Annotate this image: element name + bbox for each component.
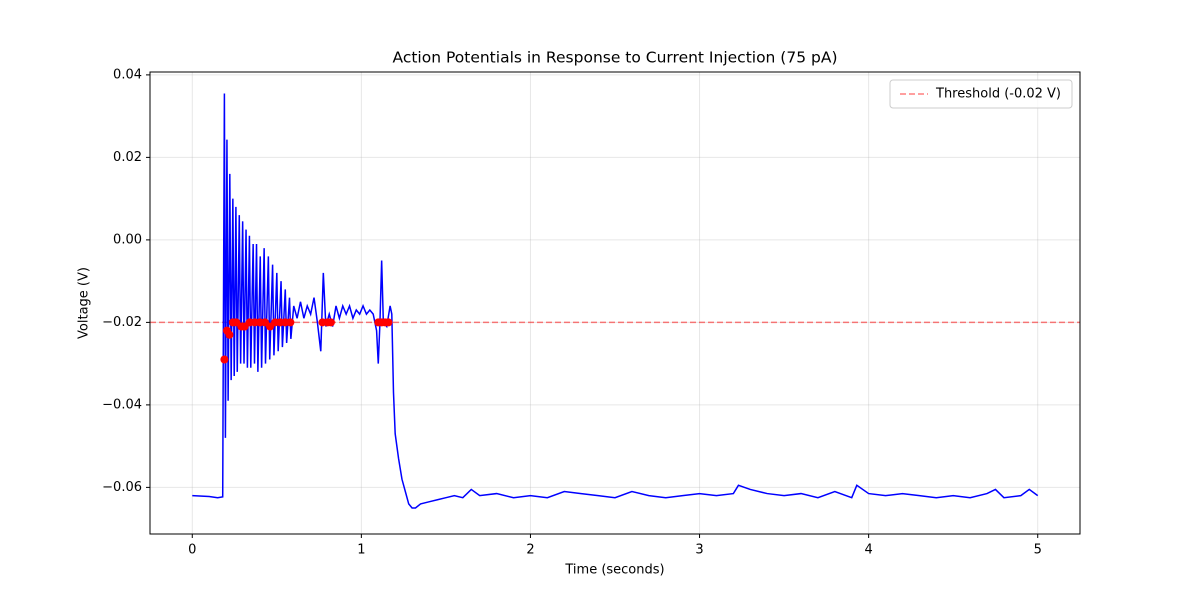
legend-label: Threshold (-0.02 V): [935, 87, 1061, 102]
x-tick-label: 5: [1034, 543, 1042, 558]
chart-title: Action Potentials in Response to Current…: [393, 49, 838, 67]
y-tick-label: −0.04: [102, 397, 142, 412]
spike-point: [286, 318, 295, 327]
y-tick-label: 0.00: [113, 232, 142, 247]
x-axis-label: Time (seconds): [564, 563, 664, 578]
x-tick-label: 4: [864, 543, 872, 558]
y-tick-label: −0.02: [102, 315, 142, 330]
y-tick-label: 0.02: [113, 150, 142, 165]
spike-point: [220, 355, 229, 364]
legend-box: [889, 79, 1073, 109]
voltage-trace: [192, 93, 1039, 509]
x-tick-label: 0: [188, 543, 196, 558]
x-tick-label: 3: [695, 543, 703, 558]
y-axis-label: Voltage (V): [77, 267, 92, 339]
x-tick-label: 1: [357, 543, 365, 558]
y-tick-label: −0.06: [102, 480, 142, 495]
y-tick-label: 0.04: [113, 67, 142, 82]
spike-point: [384, 318, 393, 327]
spike-point: [225, 330, 234, 339]
spike-point: [326, 318, 335, 327]
x-tick-label: 2: [526, 543, 534, 558]
plot-frame: [149, 71, 1081, 535]
